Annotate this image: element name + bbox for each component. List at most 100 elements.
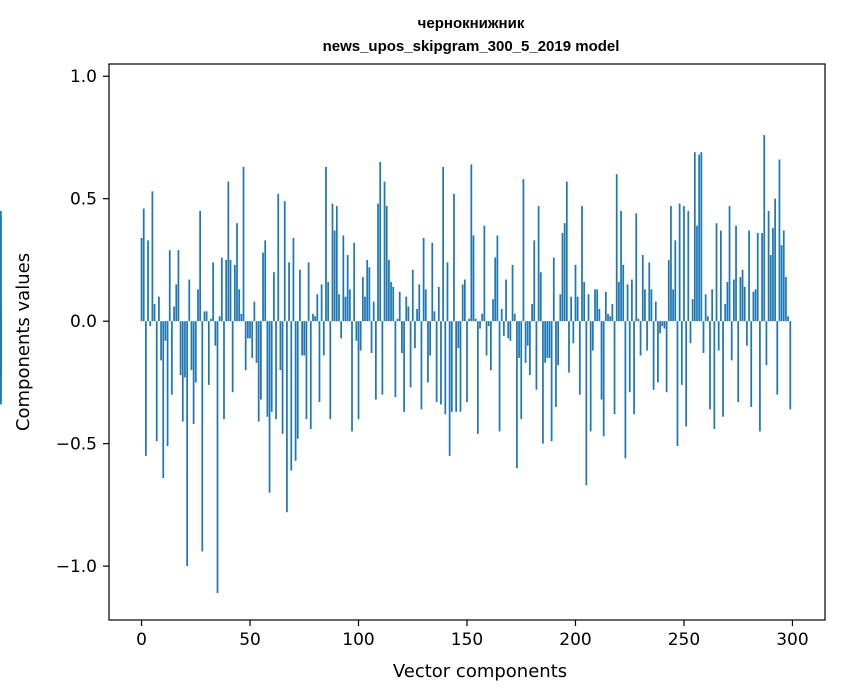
bar [459, 321, 462, 412]
bar [253, 301, 256, 322]
bar [641, 255, 644, 322]
bar [591, 321, 594, 351]
bar [507, 321, 510, 339]
bar [411, 269, 414, 322]
bar [290, 321, 293, 471]
bar [370, 321, 373, 354]
bar [544, 321, 546, 363]
bar [364, 296, 366, 322]
bar [726, 281, 729, 322]
bar [581, 206, 583, 322]
bar [709, 321, 711, 410]
bar [171, 321, 173, 395]
bar [678, 203, 681, 322]
bar [246, 321, 249, 339]
bar [533, 240, 536, 322]
bar [689, 321, 692, 344]
bar [680, 321, 683, 385]
bar [223, 321, 225, 420]
bar [283, 201, 286, 322]
bar [201, 321, 204, 552]
y-tick-label: 0.5 [70, 190, 97, 210]
bar [650, 289, 653, 322]
bar [774, 198, 776, 322]
bar [255, 321, 258, 363]
bar [301, 321, 303, 356]
bar [624, 321, 627, 459]
bar [780, 245, 783, 322]
bar [0, 210, 2, 322]
bar [633, 321, 635, 415]
bar [730, 321, 733, 361]
bar [483, 225, 486, 322]
bar [522, 179, 525, 322]
bar [602, 321, 605, 437]
bar [763, 135, 766, 322]
bar [273, 272, 275, 322]
bar [212, 262, 215, 322]
bar [158, 296, 160, 322]
bar [231, 321, 234, 393]
bar [346, 255, 349, 322]
bar [618, 281, 620, 322]
bar [424, 289, 427, 322]
bar [160, 321, 162, 361]
bar [351, 321, 353, 432]
bar [190, 321, 193, 371]
bar [657, 321, 659, 383]
bar [670, 206, 672, 322]
bar [140, 237, 143, 322]
bar [485, 321, 488, 356]
bar [392, 286, 395, 322]
bar [646, 321, 648, 351]
bar [184, 321, 186, 378]
bar [390, 281, 392, 322]
y-tick-label: −0.5 [56, 435, 97, 455]
bar [776, 321, 779, 395]
bar [511, 264, 514, 322]
bar [672, 289, 674, 322]
bar [466, 321, 468, 403]
bar [168, 250, 171, 322]
bar [348, 289, 351, 322]
bar [754, 289, 757, 322]
bar [663, 321, 666, 329]
bar [717, 321, 720, 351]
bar [207, 321, 210, 385]
bar [550, 321, 553, 442]
bar [329, 321, 332, 420]
bar [611, 304, 614, 322]
bar [0, 321, 2, 388]
bar [0, 299, 2, 322]
bar [375, 321, 377, 400]
x-tick-label: 200 [559, 630, 591, 650]
bar [307, 262, 310, 322]
bar [322, 321, 325, 356]
bar [472, 235, 475, 322]
bar [203, 311, 206, 322]
bar [270, 321, 273, 412]
bar [531, 304, 533, 322]
bar [188, 279, 191, 322]
bar [735, 225, 737, 322]
bar [455, 321, 458, 412]
bar [266, 321, 269, 417]
bar [236, 223, 238, 322]
bar [179, 321, 182, 376]
y-axis-label: Components values [13, 253, 34, 431]
bar [327, 281, 330, 322]
bar [609, 316, 612, 322]
bar [242, 166, 245, 322]
bar [299, 269, 301, 322]
bar [353, 242, 356, 322]
bar [205, 311, 208, 322]
bar [665, 321, 668, 393]
bar [173, 306, 175, 322]
bar [492, 299, 494, 322]
bar [251, 321, 254, 358]
x-tick-label: 150 [451, 630, 483, 650]
bar [750, 321, 753, 407]
bar [583, 281, 586, 322]
bar [303, 321, 306, 356]
bar [318, 321, 321, 403]
